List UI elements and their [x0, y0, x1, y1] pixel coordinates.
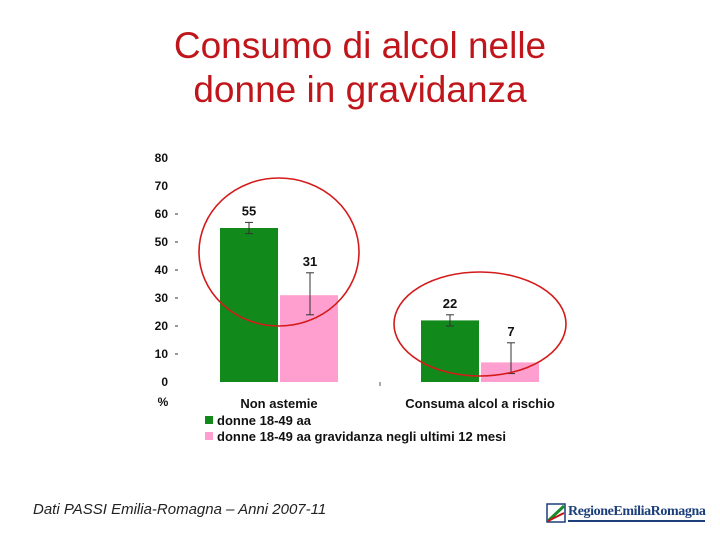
legend-label: donne 18-49 aa gravidanza negli ultimi 1… [217, 429, 506, 444]
y-tick-label: 80 [155, 151, 169, 165]
highlight-circle [393, 271, 567, 377]
y-tick-label: 10 [155, 347, 169, 361]
category-label: Consuma alcol a rischio [405, 396, 555, 411]
bar [421, 320, 479, 382]
data-label: 7 [507, 324, 514, 339]
y-tick-label: 40 [155, 263, 169, 277]
y-tick-label: 30 [155, 291, 169, 305]
highlight-circle [198, 177, 360, 327]
title-line-1: Consumo di alcol nelle [173, 25, 547, 66]
region-logo: RegioneEmiliaRomagna [546, 500, 706, 526]
y-tick-label: 60 [155, 207, 169, 221]
logo-wordmark: RegioneEmiliaRomagna [568, 504, 706, 522]
data-label: 22 [443, 296, 457, 311]
title-line-2: donne in gravidanza [193, 69, 527, 111]
legend-swatch [205, 432, 213, 440]
source-note: Dati PASSI Emilia-Romagna – Anni 2007-11 [33, 501, 327, 518]
bar [220, 228, 278, 382]
y-tick-label: 50 [155, 235, 169, 249]
y-tick-label: 20 [155, 319, 169, 333]
y-tick-label: 0 [161, 375, 168, 389]
y-unit-label: % [158, 395, 169, 409]
region-logo-icon [546, 503, 566, 523]
legend-label: donne 18-49 aa [217, 413, 312, 428]
data-label: 31 [303, 254, 317, 269]
data-label: 55 [242, 203, 256, 218]
chart-title: Consumo di alcol nelle donne in gravidan… [0, 24, 720, 113]
y-tick-label: 70 [155, 179, 169, 193]
category-label: Non astemie [240, 396, 317, 411]
legend-swatch [205, 416, 213, 424]
bar [280, 295, 338, 382]
